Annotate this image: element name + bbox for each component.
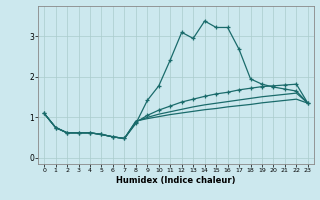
X-axis label: Humidex (Indice chaleur): Humidex (Indice chaleur) — [116, 176, 236, 185]
